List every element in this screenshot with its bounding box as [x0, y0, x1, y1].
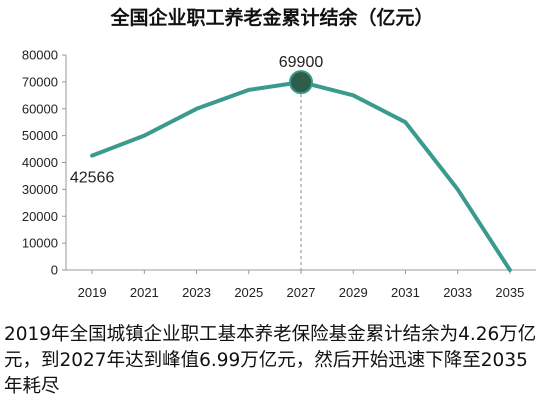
x-tick-label: 2029	[339, 285, 368, 300]
x-tick-label: 2023	[182, 285, 211, 300]
line-chart: 0 10000 20000 30000 40000 50000 60000 70000 8000…	[22, 48, 536, 300]
x-tick-label: 2035	[495, 285, 524, 300]
data-point	[143, 135, 145, 137]
chart-title: 全国企业职工养老金累计结余（亿元）	[110, 7, 434, 29]
data-point	[457, 188, 459, 190]
x-axis-ticks: 2019 2021 2023 2025 2027 2029 2031 2033 2035	[78, 270, 524, 300]
data-point	[404, 121, 406, 123]
y-tick-label: 50000	[22, 128, 58, 143]
data-labels: 42566 69900	[70, 54, 323, 186]
x-tick-label: 2031	[391, 285, 420, 300]
data-point	[196, 108, 198, 110]
data-label: 42566	[70, 170, 115, 187]
y-tick-label: 20000	[22, 209, 58, 224]
x-tick-label: 2027	[287, 285, 316, 300]
data-point	[91, 155, 93, 157]
data-points	[91, 70, 511, 271]
x-tick-label: 2019	[78, 285, 107, 300]
data-label: 69900	[279, 54, 324, 71]
series-line	[90, 80, 512, 272]
x-tick-label: 2033	[443, 285, 472, 300]
y-tick-label: 0	[51, 263, 58, 278]
data-point	[509, 269, 511, 271]
y-tick-label: 60000	[22, 101, 58, 116]
y-tick-label: 30000	[22, 182, 58, 197]
caption-text: 2019年全国城镇企业职工基本养老保险基金累计结余为4.26万亿元，到2027年…	[4, 324, 537, 397]
y-axis-ticks: 0 10000 20000 30000 40000 50000 60000 70000 8000…	[22, 48, 66, 278]
peak-point	[289, 70, 313, 95]
data-point	[248, 89, 250, 91]
y-tick-label: 70000	[22, 74, 58, 89]
y-tick-label: 80000	[22, 48, 58, 63]
y-tick-label: 40000	[22, 155, 58, 170]
y-tick-label: 10000	[22, 236, 58, 251]
x-tick-label: 2021	[130, 285, 159, 300]
x-tick-label: 2025	[234, 285, 263, 300]
data-point	[352, 94, 354, 96]
